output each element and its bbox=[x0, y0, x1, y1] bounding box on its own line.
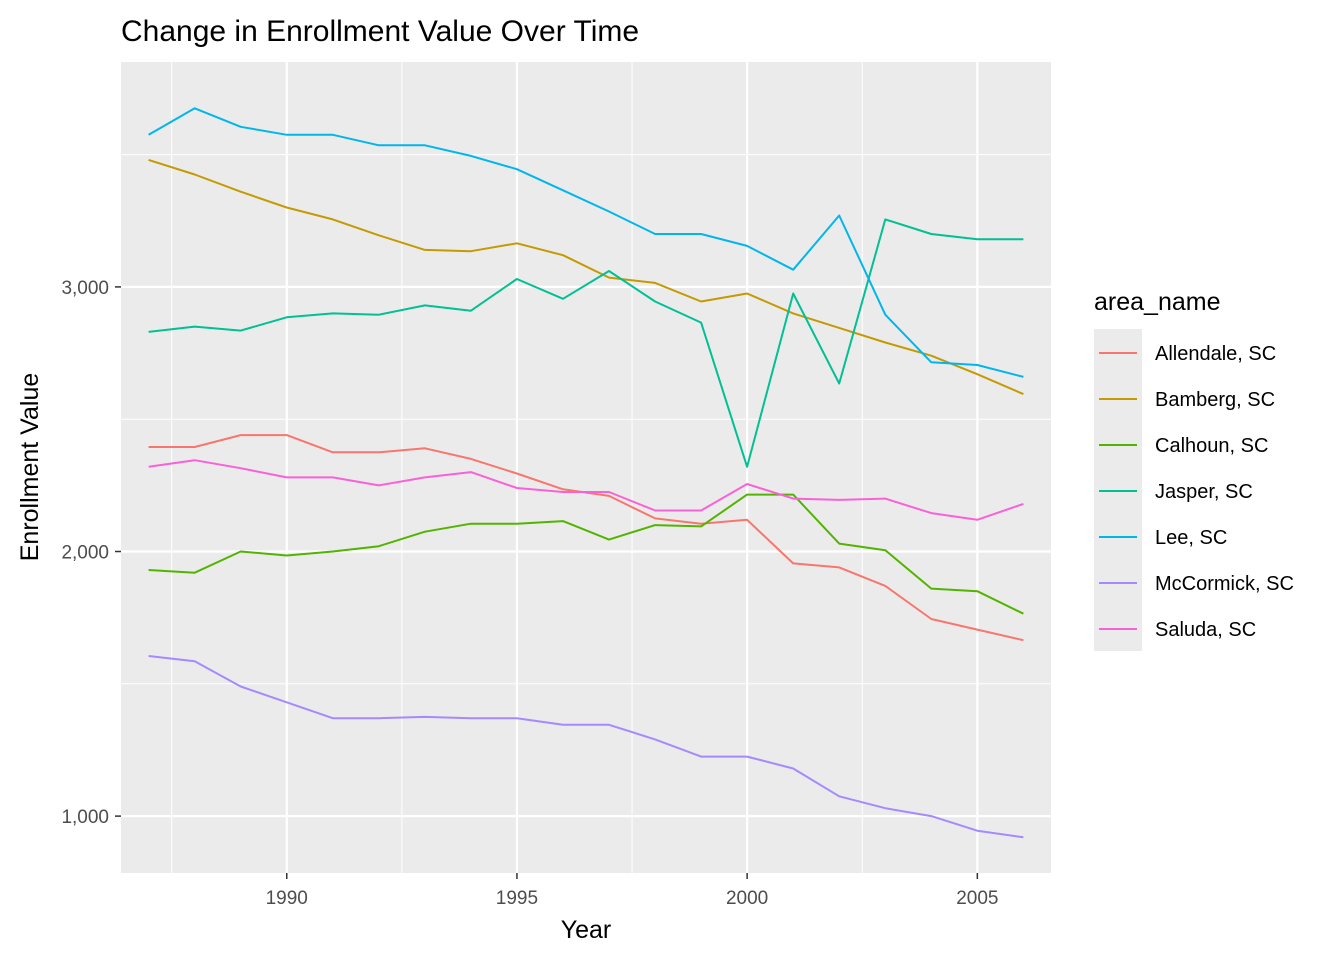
y-tick-label: 3,000 bbox=[61, 278, 109, 299]
x-tick-label: 1995 bbox=[496, 888, 538, 909]
legend-label: Bamberg, SC bbox=[1155, 389, 1275, 411]
legend-item: Lee, SC bbox=[1099, 527, 1227, 549]
legend-items: Allendale, SC Bamberg, SC Calhoun, SC Jaspe… bbox=[1099, 343, 1294, 641]
legend-item: Saluda, SC bbox=[1099, 619, 1256, 641]
legend-label: Jasper, SC bbox=[1155, 481, 1253, 503]
x-tick-label: 2005 bbox=[956, 888, 998, 909]
legend-item: Jasper, SC bbox=[1099, 481, 1253, 503]
major-gridlines bbox=[121, 62, 1051, 873]
series-line-bamberg-sc bbox=[148, 158, 1024, 396]
x-axis: 1990 1995 2000 2005 bbox=[266, 873, 998, 909]
x-tick-label: 1990 bbox=[266, 888, 308, 909]
legend-label: Calhoun, SC bbox=[1155, 435, 1268, 457]
legend-title: area_name bbox=[1094, 288, 1220, 316]
plot-panel bbox=[121, 62, 1051, 873]
minor-gridlines bbox=[121, 62, 1051, 873]
y-axis: 1,000 2,000 3,000 bbox=[61, 278, 121, 828]
series-line-lee-sc bbox=[148, 107, 1024, 378]
series-lines bbox=[148, 107, 1024, 839]
x-axis-title: Year bbox=[561, 916, 612, 944]
legend-label: Lee, SC bbox=[1155, 527, 1227, 549]
legend: area_name Allendale, SC Bamberg, SC Calhou… bbox=[1094, 288, 1294, 651]
x-tick-label: 2000 bbox=[726, 888, 768, 909]
y-tick-label: 1,000 bbox=[61, 807, 109, 828]
legend-label: Allendale, SC bbox=[1155, 343, 1276, 365]
series-line-jasper-sc bbox=[148, 218, 1024, 468]
legend-item: Calhoun, SC bbox=[1099, 435, 1268, 457]
series-line-mccormick-sc bbox=[148, 655, 1024, 839]
series-line-calhoun-sc bbox=[148, 493, 1024, 615]
legend-label: McCormick, SC bbox=[1155, 573, 1294, 595]
legend-label: Saluda, SC bbox=[1155, 619, 1256, 641]
legend-item: Bamberg, SC bbox=[1099, 389, 1275, 411]
chart-title: Change in Enrollment Value Over Time bbox=[121, 15, 639, 48]
legend-item: McCormick, SC bbox=[1099, 573, 1294, 595]
legend-item: Allendale, SC bbox=[1099, 343, 1276, 365]
y-axis-title: Enrollment Value bbox=[16, 373, 44, 562]
y-tick-label: 2,000 bbox=[61, 543, 109, 564]
series-line-saluda-sc bbox=[148, 459, 1024, 521]
